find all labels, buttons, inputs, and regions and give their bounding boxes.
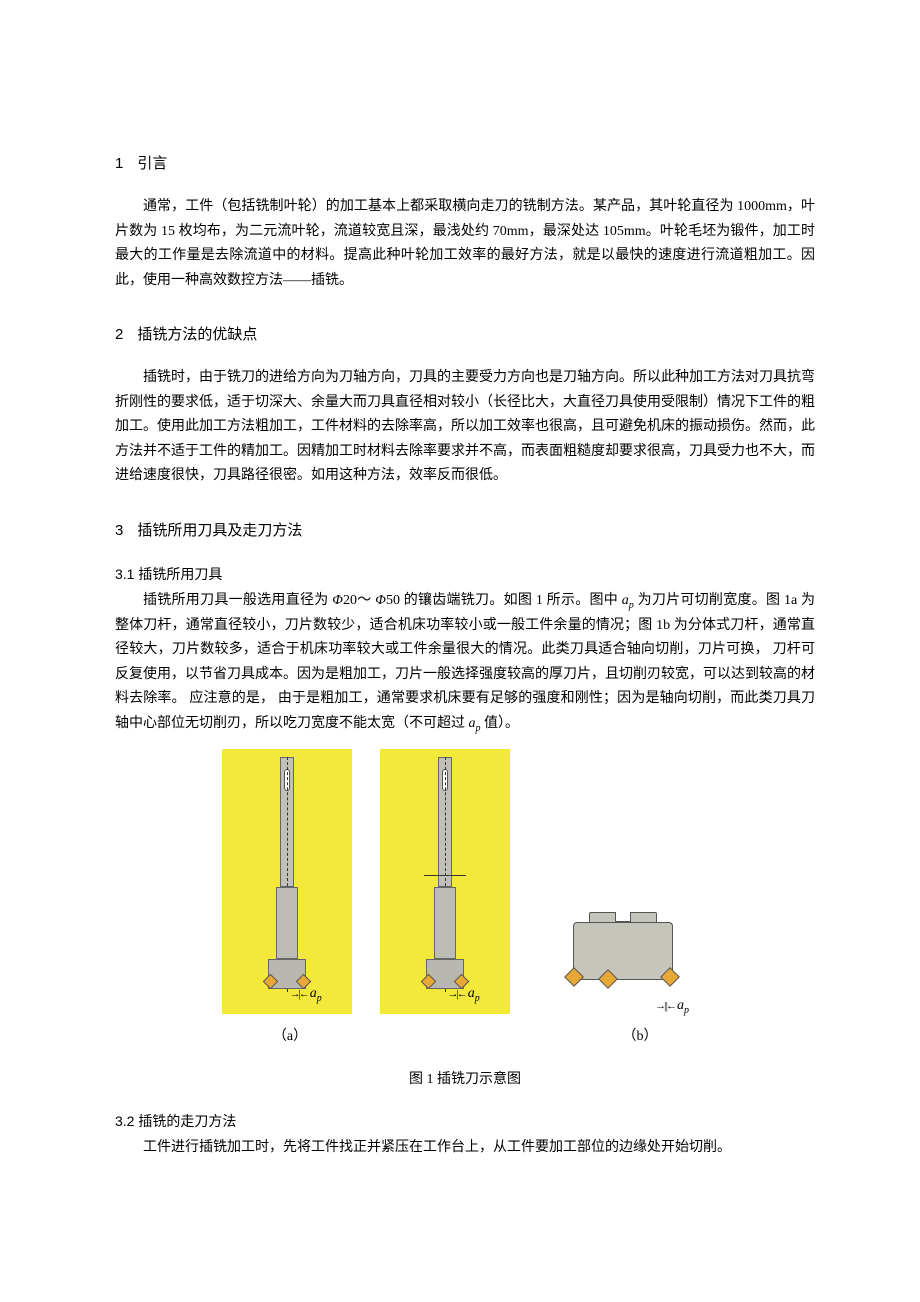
mh-body [573,922,673,980]
section-3-heading: 3 插铣所用刀具及走刀方法 [115,517,815,544]
ap-var-inline-2: ap [469,716,481,731]
tool-hline-2 [424,875,466,876]
ap-dimension-b: →| |← ap [655,993,689,1020]
figure-1: →|← ap →|← ap [115,749,815,1092]
figure-1b-group: →| |← ap [538,896,708,1014]
tool-drawing-2 [424,757,466,1002]
section-1-heading: 1 引言 [115,150,815,177]
figure-sublabels: （a） （b） [115,1024,815,1049]
tool-drawing-1 [266,757,308,1002]
ap-var-inline-1: ap [622,593,634,608]
ap-label-2: ap [468,981,480,1008]
tool-body [276,887,298,959]
d2: 50 的镶齿端铣刀。如图 1 所示。图中 [386,593,622,608]
p31-c: 值）。 [484,716,519,731]
section-2-heading: 2 插铣方法的优缺点 [115,321,815,348]
subsection-3-1-num: 3.1 [115,566,134,582]
subsection-3-1-title: 插铣所用刀具 [138,566,222,582]
section-2-paragraph: 插铣时，由于铣刀的进给方向为刀轴方向，刀具的主要受力方向也是刀轴方向。所以此种加… [115,366,815,489]
subsection-3-2-num: 3.2 [115,1113,134,1129]
dim-arrows-b: →| |← [655,997,675,1017]
ap-label-b: ap [677,993,689,1020]
modular-head-panel: →| |← ap [538,896,708,1014]
figure-1a-panel-2: →|← ap [380,749,510,1014]
sublabel-b: （b） [472,1024,808,1049]
dim-arrows-2: →|← [448,985,466,1005]
section-3-title: 插铣所用刀具及走刀方法 [137,522,302,539]
sublabel-a: （a） [122,1024,458,1049]
section-1-title: 引言 [137,155,167,172]
section-1-num: 1 [115,155,123,172]
d1: 20～ [343,593,375,608]
phi-1: Φ [332,593,343,608]
dim-arrows: →|← [290,985,308,1005]
mh-notch [615,912,631,922]
figure-1-row: →|← ap →|← ap [115,749,815,1014]
ap-dimension-1: →|← ap [290,981,322,1008]
subsection-3-2-heading: 3.2 插铣的走刀方法 [115,1109,815,1134]
section-1-paragraph: 通常，工件（包括铣制叶轮）的加工基本上都采取横向走刀的铣制方法。某产品，其叶轮直… [115,195,815,293]
subsection-3-2-paragraph: 工件进行插铣加工时，先将工件找正并紧压在工作台上，从工件要加工部位的边缘处开始切… [115,1136,815,1161]
ap-label-1: ap [310,981,322,1008]
section-2-title: 插铣方法的优缺点 [137,326,257,343]
section-2-num: 2 [115,326,123,343]
ap-dimension-2: →|← ap [448,981,480,1008]
phi-2: Φ [375,593,386,608]
subsection-3-1-heading: 3.1 插铣所用刀具 [115,562,815,587]
subsection-3-1-paragraph: 插铣所用刀具一般选用直径为 Φ20～ Φ50 的镶齿端铣刀。如图 1 所示。图中… [115,589,815,738]
modular-head: →| |← ap [563,912,683,998]
figure-1a-panel-1: →|← ap [222,749,352,1014]
p31-b: 为刀片可切削宽度。图 1a 为整体刀杆，通常直径较小，刀片数较少，适合机床功率较… [115,593,815,731]
tool-body-2 [434,887,456,959]
p31-a: 插铣所用刀具一般选用直径为 [143,593,332,608]
section-3-num: 3 [115,522,123,539]
figure-1a-group: →|← ap →|← ap [222,749,510,1014]
subsection-3-2-title: 插铣的走刀方法 [138,1113,236,1129]
figure-1-caption: 图 1 插铣刀示意图 [115,1067,815,1092]
